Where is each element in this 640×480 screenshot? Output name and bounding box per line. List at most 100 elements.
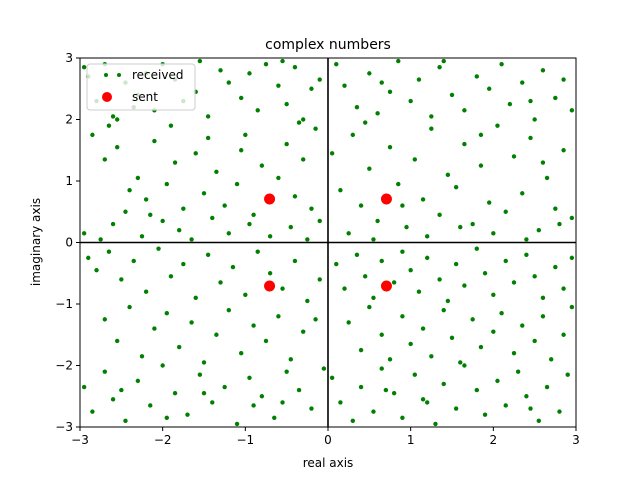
received-point (164, 311, 169, 316)
legend-box (86, 63, 196, 111)
received-point (346, 320, 351, 325)
y-tick-label: −3 (55, 420, 73, 434)
received-point (379, 366, 384, 371)
received-point (292, 258, 298, 264)
x-tick-label: 1 (407, 433, 415, 447)
received-point (354, 252, 360, 257)
received-point (503, 258, 508, 264)
received-point (536, 418, 541, 424)
received-point (251, 403, 256, 408)
received-point (462, 141, 467, 147)
received-point (280, 58, 285, 64)
received-point (309, 206, 314, 211)
y-tick-label: −1 (55, 297, 73, 311)
received-point (379, 258, 384, 264)
received-point (520, 191, 525, 196)
received-point (367, 71, 372, 76)
received-point (226, 80, 231, 85)
received-point (334, 61, 339, 67)
received-point (528, 135, 533, 141)
received-point (284, 369, 289, 374)
received-point (553, 264, 558, 270)
received-point (532, 274, 537, 279)
received-point (412, 372, 417, 377)
received-point (478, 132, 484, 138)
received-point (482, 271, 488, 276)
received-point (429, 126, 434, 131)
x-tick-label: 2 (490, 433, 498, 447)
received-point (123, 418, 128, 424)
received-point (284, 101, 289, 107)
received-point (267, 271, 273, 276)
received-point (487, 200, 492, 205)
received-point (470, 221, 475, 227)
received-point (367, 304, 372, 310)
received-point (102, 369, 108, 374)
received-point (540, 160, 546, 165)
received-point (429, 114, 434, 119)
received-point (338, 400, 343, 405)
received-point (408, 267, 413, 273)
received-point (135, 378, 141, 384)
received-point (495, 378, 500, 384)
received-point (569, 304, 575, 310)
received-point (102, 157, 108, 162)
received-point (81, 384, 87, 390)
received-point (197, 372, 203, 377)
received-point (296, 120, 302, 125)
received-point (495, 123, 500, 128)
received-point (453, 406, 459, 411)
received-point (222, 384, 227, 390)
received-point (437, 65, 442, 70)
received-point (540, 68, 546, 73)
received-point (391, 280, 397, 285)
received-point (301, 157, 306, 162)
received-point (317, 218, 322, 224)
received-point (557, 221, 562, 227)
received-point (301, 329, 306, 334)
received-point (160, 363, 165, 368)
received-point (408, 98, 413, 104)
received-point (499, 311, 504, 316)
received-point (210, 400, 215, 405)
received-point (263, 338, 269, 344)
received-point (445, 298, 451, 304)
received-point (528, 98, 533, 104)
received-point (148, 212, 153, 218)
received-point (458, 360, 463, 365)
received-point (520, 80, 525, 85)
received-point (197, 58, 203, 64)
received-point (313, 126, 318, 131)
received-point (425, 400, 430, 405)
received-point (288, 224, 293, 230)
received-point (482, 412, 488, 417)
received-point (565, 372, 570, 377)
received-point (557, 409, 562, 414)
received-point (499, 61, 504, 67)
sent-point (380, 280, 392, 292)
received-point (532, 117, 537, 122)
received-point (334, 261, 339, 267)
x-tick-label: −2 (154, 433, 172, 447)
received-point (420, 397, 426, 402)
received-point (243, 292, 248, 297)
received-point (139, 354, 145, 359)
received-point (152, 326, 157, 331)
received-point (363, 274, 368, 279)
received-point (544, 175, 550, 181)
received-point (148, 403, 153, 408)
received-point (536, 228, 541, 233)
received-point (205, 135, 211, 141)
received-point (437, 212, 442, 218)
received-point (503, 403, 508, 408)
received-point (205, 114, 211, 119)
received-point (317, 277, 322, 282)
received-point (127, 304, 132, 310)
received-point (540, 314, 546, 319)
received-point (383, 387, 389, 393)
received-point (168, 123, 174, 128)
received-point (280, 400, 285, 405)
received-point (189, 237, 194, 242)
received-point (375, 218, 380, 224)
legend-sent-label: sent (132, 90, 158, 104)
